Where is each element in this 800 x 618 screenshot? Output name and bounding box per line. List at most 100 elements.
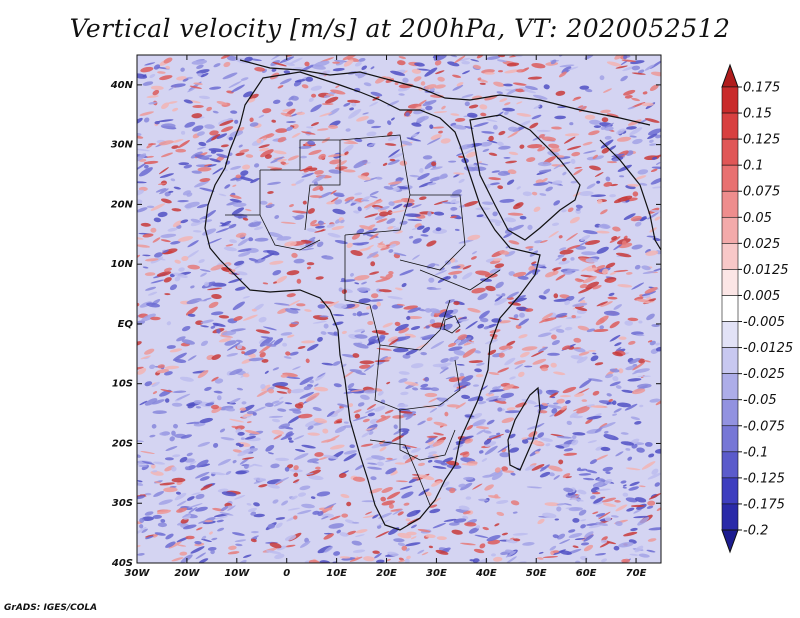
field-blob: [612, 226, 621, 232]
field-blob: [553, 402, 559, 405]
field-blob: [605, 262, 616, 269]
field-blob: [459, 451, 469, 456]
field-blob: [637, 375, 651, 378]
field-blob: [470, 59, 480, 62]
field-blob: [307, 208, 315, 214]
field-blob: [485, 285, 496, 292]
field-blob: [557, 533, 566, 540]
field-blob: [394, 81, 399, 86]
field-blob: [267, 181, 281, 186]
europe-asia-coastline: [239, 59, 651, 126]
field-blob: [489, 389, 506, 392]
field-blob: [491, 472, 503, 481]
field-blob: [574, 278, 583, 283]
field-blob: [538, 295, 547, 300]
field-blob: [398, 560, 406, 563]
field-blob: [453, 274, 458, 279]
colorbar-segment: [721, 164, 739, 192]
field-blob: [323, 454, 339, 460]
field-blob: [512, 82, 527, 86]
field-blob: [250, 530, 259, 534]
field-blob: [202, 535, 207, 540]
field-blob: [298, 145, 312, 149]
field-blob: [568, 532, 583, 539]
field-blob: [602, 497, 617, 503]
field-blob: [429, 176, 442, 182]
field-blob: [442, 457, 454, 463]
field-blob: [424, 101, 431, 104]
field-blob: [570, 355, 584, 360]
field-blob: [553, 475, 560, 480]
field-blob: [552, 267, 562, 271]
field-blob: [419, 211, 435, 215]
field-blob: [538, 346, 548, 353]
field-blob: [343, 102, 351, 107]
field-blob: [262, 282, 269, 285]
field-blob: [284, 534, 297, 541]
field-blob: [430, 166, 443, 170]
field-blob: [533, 206, 541, 213]
field-blob: [392, 203, 403, 210]
field-blob: [551, 340, 560, 346]
field-blob: [381, 500, 396, 506]
colorbar-label: 0.15: [743, 107, 772, 122]
field-blob: [548, 230, 559, 238]
field-blob: [311, 174, 326, 183]
field-blob: [464, 148, 475, 155]
field-blob: [458, 144, 473, 150]
field-blob: [407, 315, 422, 320]
field-blob: [465, 496, 472, 500]
field-blob: [388, 201, 395, 206]
field-blob: [433, 432, 444, 436]
field-blob: [600, 139, 614, 149]
field-blob: [218, 338, 232, 343]
field-blob: [300, 155, 308, 159]
field-blob: [199, 269, 211, 272]
field-blob: [280, 221, 296, 225]
field-blob: [613, 244, 623, 251]
field-blob: [608, 145, 617, 151]
field-blob: [416, 68, 431, 71]
field-blob: [541, 136, 556, 142]
colorbar-label: 0.025: [743, 237, 780, 252]
field-blob: [601, 558, 608, 563]
field-blob: [177, 236, 193, 242]
field-blob: [566, 268, 580, 272]
field-blob: [146, 155, 154, 158]
field-blob: [474, 368, 482, 373]
field-blob: [218, 315, 230, 319]
field-blob: [497, 397, 507, 402]
field-blob: [137, 454, 141, 458]
field-blob: [149, 73, 156, 79]
field-blob: [553, 200, 561, 206]
field-blob: [359, 312, 370, 316]
field-blob: [390, 70, 406, 76]
field-blob: [242, 296, 250, 299]
field-blob: [137, 135, 144, 139]
field-blob: [367, 466, 383, 470]
field-blob: [221, 491, 237, 497]
field-blob: [590, 194, 606, 198]
field-blob: [631, 65, 641, 71]
field-blob: [272, 62, 287, 67]
field-blob: [472, 419, 486, 427]
field-blob: [418, 181, 433, 188]
field-blob: [140, 355, 151, 360]
field-blob: [137, 207, 148, 213]
field-blob: [627, 317, 639, 322]
field-blob: [626, 507, 635, 512]
field-blob: [424, 392, 438, 398]
field-blob: [352, 549, 366, 553]
field-blob: [422, 155, 433, 160]
field-blob: [330, 197, 339, 203]
field-blob: [532, 358, 547, 365]
field-blob: [638, 358, 646, 364]
field-blob: [517, 275, 529, 280]
field-blob: [262, 547, 278, 553]
field-blob: [445, 376, 456, 380]
field-blob: [549, 325, 562, 332]
field-blob: [252, 412, 257, 416]
field-blob: [430, 387, 440, 392]
field-blob: [306, 262, 315, 266]
field-blob: [243, 314, 258, 321]
